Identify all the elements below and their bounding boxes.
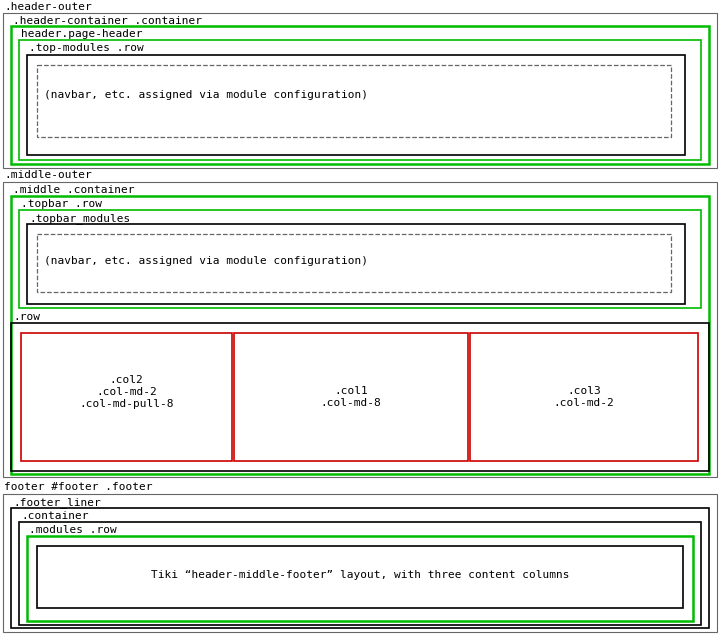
Text: .col1
.col-md-8: .col1 .col-md-8 bbox=[320, 386, 382, 408]
Bar bbox=[19, 522, 701, 625]
Text: header.page-header: header.page-header bbox=[21, 29, 143, 39]
Bar bbox=[11, 26, 709, 164]
Bar bbox=[11, 508, 709, 628]
Bar bbox=[27, 224, 685, 304]
Text: .modules .row: .modules .row bbox=[29, 525, 117, 535]
Bar bbox=[470, 333, 698, 461]
Text: .col3
.col-md-2: .col3 .col-md-2 bbox=[554, 386, 614, 408]
Bar bbox=[27, 55, 685, 155]
Text: .top-modules .row: .top-modules .row bbox=[29, 43, 144, 53]
Text: (navbar, etc. assigned via module configuration): (navbar, etc. assigned via module config… bbox=[44, 90, 368, 100]
Bar bbox=[11, 323, 709, 471]
Bar bbox=[19, 40, 701, 160]
Bar bbox=[37, 65, 671, 137]
Text: .header-outer: .header-outer bbox=[4, 2, 91, 12]
Bar bbox=[3, 13, 717, 168]
Bar bbox=[37, 234, 671, 292]
Bar bbox=[234, 333, 468, 461]
Text: .middle .container: .middle .container bbox=[13, 185, 135, 195]
Text: (navbar, etc. assigned via module configuration): (navbar, etc. assigned via module config… bbox=[44, 256, 368, 266]
Bar bbox=[3, 494, 717, 632]
Text: .header-container .container: .header-container .container bbox=[13, 16, 202, 26]
Text: .footer_liner: .footer_liner bbox=[13, 497, 101, 508]
Text: Tiki “header-middle-footer” layout, with three content columns: Tiki “header-middle-footer” layout, with… bbox=[150, 570, 570, 580]
Bar bbox=[37, 546, 683, 608]
Text: .container: .container bbox=[21, 511, 89, 521]
Text: .col2
.col-md-2
.col-md-pull-8: .col2 .col-md-2 .col-md-pull-8 bbox=[79, 375, 174, 408]
Text: footer #footer .footer: footer #footer .footer bbox=[4, 482, 153, 492]
Text: .topbar .row: .topbar .row bbox=[21, 199, 102, 209]
Bar bbox=[3, 182, 717, 477]
Bar bbox=[27, 536, 693, 621]
Bar bbox=[19, 210, 701, 308]
Text: .topbar_modules: .topbar_modules bbox=[29, 213, 130, 224]
Bar bbox=[11, 196, 709, 474]
Text: .row: .row bbox=[13, 312, 40, 322]
Text: .middle-outer: .middle-outer bbox=[4, 170, 91, 180]
Bar bbox=[21, 333, 232, 461]
